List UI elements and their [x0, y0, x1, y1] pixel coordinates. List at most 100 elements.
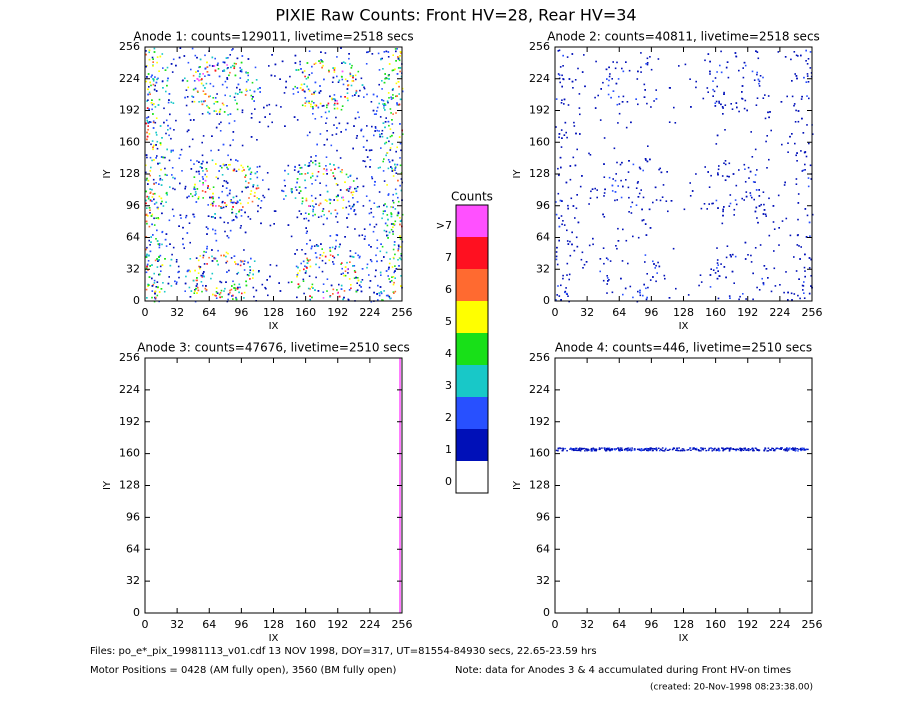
- pixel: [710, 447, 713, 449]
- pixel: [659, 448, 662, 451]
- pixel: [152, 234, 154, 236]
- pixel: [709, 274, 712, 276]
- pixel: [314, 118, 317, 120]
- pixel: [229, 289, 231, 292]
- pixel: [219, 216, 222, 219]
- pixel: [315, 203, 317, 205]
- pixel: [310, 103, 312, 106]
- pixel: [770, 129, 772, 132]
- pixel: [752, 450, 754, 452]
- pixel: [780, 448, 782, 450]
- pixel: [308, 162, 311, 164]
- pixel: [756, 51, 759, 53]
- pixel: [224, 230, 226, 233]
- pixel: [608, 66, 610, 69]
- pixel: [622, 70, 625, 73]
- pixel: [238, 291, 240, 294]
- pixel: [155, 134, 158, 136]
- pixel: [773, 267, 776, 270]
- pixel: [776, 447, 779, 449]
- pixel: [226, 64, 228, 66]
- pixel: [254, 66, 257, 69]
- pixel: [581, 71, 584, 73]
- pixel: [201, 113, 204, 115]
- pixel: [172, 187, 174, 190]
- pixel: [388, 97, 390, 99]
- pixel: [617, 227, 619, 230]
- pixel: [150, 215, 153, 217]
- pixel: [332, 67, 334, 69]
- pixel: [205, 226, 208, 228]
- pixel: [602, 213, 604, 216]
- pixel: [266, 104, 268, 107]
- pixel: [563, 224, 566, 226]
- pixel: [715, 100, 718, 103]
- pixel: [627, 171, 630, 173]
- pixel: [227, 222, 229, 224]
- pixel: [383, 204, 385, 207]
- y-tick-label: 224: [529, 383, 550, 396]
- pixel: [763, 203, 765, 206]
- pixel: [301, 71, 304, 74]
- pixel: [152, 193, 155, 195]
- pixel: [560, 146, 563, 148]
- colorbar-swatch: [456, 301, 488, 333]
- pixel: [603, 195, 605, 197]
- x-tick-label: 224: [359, 618, 380, 631]
- pixel: [797, 110, 800, 112]
- pixel: [741, 97, 743, 100]
- pixel: [390, 280, 393, 282]
- pixel: [608, 279, 610, 281]
- pixel: [174, 280, 176, 283]
- pixel: [203, 275, 205, 278]
- pixel: [634, 448, 636, 450]
- pixel: [207, 204, 209, 206]
- pixel: [720, 50, 722, 53]
- pixel: [318, 91, 321, 94]
- pixel: [743, 163, 746, 166]
- pixel: [190, 290, 193, 292]
- pixel: [220, 121, 222, 124]
- pixel: [388, 266, 390, 269]
- pixel: [747, 166, 750, 169]
- pixel: [148, 49, 151, 52]
- pixel: [318, 60, 320, 62]
- pixel: [319, 90, 322, 92]
- pixel: [647, 448, 650, 450]
- pixel: [378, 69, 381, 71]
- pixel: [300, 213, 302, 215]
- pixel: [392, 201, 395, 204]
- pixel: [392, 132, 395, 134]
- pixel: [305, 232, 308, 234]
- pixel: [245, 280, 247, 283]
- pixel: [146, 263, 149, 266]
- pixel: [333, 256, 336, 259]
- pixel: [781, 220, 784, 222]
- pixel: [335, 195, 338, 198]
- pixel: [657, 261, 659, 264]
- pixel: [150, 102, 153, 104]
- pixel: [393, 241, 396, 243]
- pixel: [806, 95, 808, 97]
- pixel: [790, 292, 793, 295]
- panel-title: Anode 3: counts=47676, livetime=2510 sec…: [137, 341, 410, 355]
- pixel: [147, 73, 150, 75]
- pixel: [381, 133, 383, 135]
- pixel: [395, 82, 398, 85]
- pixel: [742, 449, 745, 451]
- pixel: [594, 449, 596, 452]
- pixel: [621, 161, 623, 164]
- pixel: [213, 110, 216, 112]
- pixel: [175, 261, 178, 263]
- pixel: [575, 207, 578, 210]
- pixel: [562, 78, 565, 81]
- pixel: [374, 181, 376, 183]
- pixel: [574, 164, 577, 167]
- pixel: [151, 200, 153, 202]
- pixel: [211, 65, 214, 67]
- pixel: [267, 125, 270, 128]
- pixel: [348, 278, 351, 280]
- pixel: [296, 216, 299, 219]
- pixel: [378, 83, 380, 86]
- pixel: [208, 256, 210, 259]
